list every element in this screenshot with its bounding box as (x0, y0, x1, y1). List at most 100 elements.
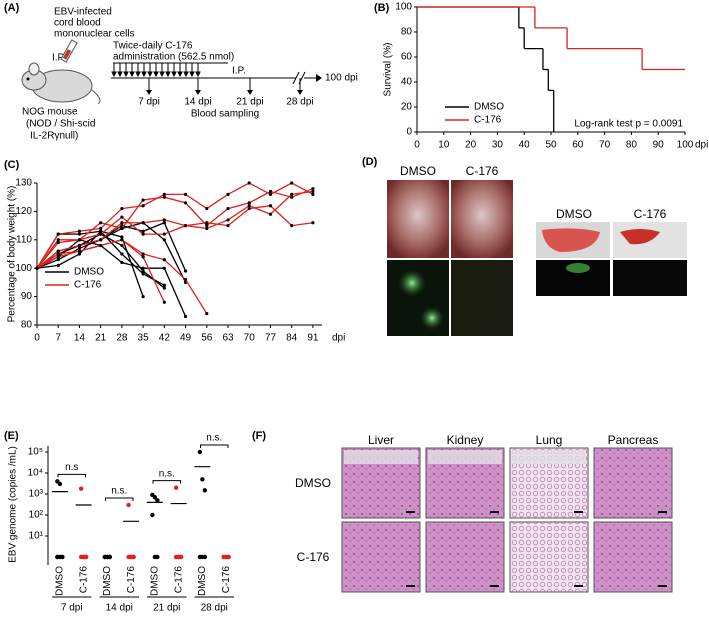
column-label: C-176 (466, 164, 499, 178)
dot (150, 512, 155, 518)
y-tick-label: 80 (401, 27, 413, 38)
significance-bracket (105, 497, 134, 501)
weight-point (120, 226, 124, 231)
weight-line (36, 221, 187, 272)
arrow-head (195, 90, 201, 95)
group-label: 28 dpi (201, 603, 228, 614)
route-text: I.P. (52, 53, 66, 64)
arrow-head (146, 90, 152, 95)
column-label: DMSO (556, 207, 592, 221)
x-tick-label: DMSO (197, 566, 208, 596)
panel-label: (F) (252, 430, 266, 442)
photo (451, 260, 513, 336)
micrograph (341, 521, 421, 593)
inoculum-text: EBV-infected (54, 7, 112, 18)
arrow-head (129, 71, 135, 78)
dot (202, 554, 208, 560)
x-tick-label: 49 (180, 333, 192, 344)
arrow-head (171, 71, 177, 78)
sampling-text: Blood sampling (191, 109, 259, 120)
x-axis-label: dpi (332, 333, 345, 344)
weight-point (226, 206, 230, 211)
y-tick-label: 10¹ (29, 531, 44, 542)
dot (155, 554, 160, 560)
weight-point (290, 195, 294, 199)
weight-point (311, 192, 315, 196)
treatment-text: administration (562.5 nmol) (113, 52, 234, 63)
x-tick-label: C-176 (221, 566, 232, 594)
column-label: Lung (536, 433, 563, 447)
chart: (E) EBV genome (copies /mL) 10¹ 10² 10³ 10⁴ 10… (4, 430, 234, 614)
weight-point (99, 229, 103, 233)
y-tick-label: 110 (16, 234, 32, 245)
arrow-head (297, 90, 303, 95)
weight-point (162, 195, 166, 199)
dose-arrows (111, 62, 228, 78)
y-tick-label: 0 (406, 127, 412, 138)
sampling-day: 7 dpi (138, 97, 160, 108)
dot (197, 449, 203, 455)
weight-point (290, 224, 294, 228)
y-tick-label: 10⁴ (28, 468, 43, 479)
photo-detail (566, 263, 590, 273)
x-axis-label: dpi (695, 140, 708, 151)
weight-point (162, 192, 166, 196)
weight-point (141, 198, 145, 202)
weight-point (183, 192, 188, 196)
group-label: 14 dpi (106, 603, 133, 614)
inoculum-text: mononuclear cells (54, 29, 135, 40)
weight-point (247, 204, 251, 208)
weight-point (162, 283, 166, 287)
weight-point (141, 204, 145, 208)
weight-point (120, 235, 124, 239)
x-tick-label: 60 (572, 140, 584, 151)
weight-point (56, 258, 60, 262)
sampling-day: 14 dpi (184, 97, 211, 108)
weight-point (162, 258, 166, 262)
panel-f: (F) Liver Kidney Lung Pancreas DMSO C-176 (252, 430, 673, 593)
dot (83, 554, 89, 560)
mouse-text: (NOD / Shi-scid (26, 119, 95, 130)
weight-point (162, 286, 166, 290)
photo-detail (542, 228, 600, 252)
weight-point (268, 212, 273, 216)
weight-point (141, 269, 145, 273)
weight-point (290, 192, 294, 196)
y-tick-label: 130 (15, 178, 32, 189)
weight-point (268, 189, 273, 194)
arrow-head (123, 71, 129, 78)
route-text: I.P. (232, 66, 246, 77)
y-tick-label: 10³ (29, 489, 44, 500)
arrow-head (183, 71, 189, 78)
micrograph (425, 521, 505, 593)
panel-label: (C) (4, 159, 20, 171)
weight-point (56, 238, 60, 242)
weight-point (141, 232, 145, 236)
treatment-text: Twice-daily C-176 (113, 41, 193, 52)
inoculum-text: cord blood (54, 18, 101, 29)
weight-point (120, 260, 124, 265)
weight-point (183, 277, 188, 282)
significance-label: n.s (65, 462, 78, 473)
weight-point (99, 226, 103, 231)
significance-label: n.s. (159, 468, 175, 479)
weight-point (183, 314, 188, 319)
legend-label: C-176 (474, 115, 502, 126)
y-axis-label: EBV genome (copies /mL) (8, 446, 19, 563)
weight-point (247, 201, 251, 205)
x-tick-label: 40 (519, 140, 531, 151)
panel-label: (D) (362, 156, 378, 168)
weight-point (183, 201, 188, 205)
y-tick-label: 90 (21, 291, 33, 302)
weight-point (226, 192, 230, 196)
x-tick-label: 30 (492, 140, 504, 151)
dot (55, 554, 60, 560)
arrow-head (165, 71, 171, 78)
dot (200, 477, 205, 482)
x-tick-label: 20 (465, 140, 477, 151)
column-label: Kidney (447, 433, 484, 447)
weight-point (56, 255, 60, 259)
x-tick-label: 50 (545, 140, 557, 151)
weight-point (141, 221, 145, 225)
dot (155, 498, 160, 503)
